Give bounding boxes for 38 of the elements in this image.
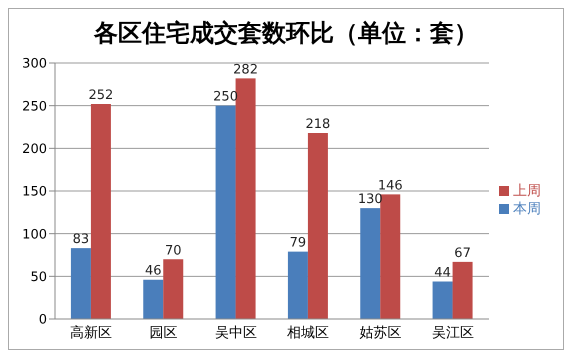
bar xyxy=(452,262,473,319)
bar xyxy=(288,252,308,319)
data-label: 67 xyxy=(454,246,471,261)
bar xyxy=(236,78,256,319)
data-label: 70 xyxy=(164,243,182,258)
y-tick-label: 250 xyxy=(22,99,47,114)
chart-title: 各区住宅成交套数环比（单位：套） xyxy=(92,17,479,49)
legend-label: 上周 xyxy=(513,183,541,199)
x-tick-label: 相城区 xyxy=(287,324,330,341)
data-label: 146 xyxy=(378,178,403,194)
bar xyxy=(380,194,400,319)
bar xyxy=(70,248,91,319)
bar xyxy=(308,132,328,319)
x-tick-label: 园区 xyxy=(150,324,178,341)
bar xyxy=(360,208,380,319)
bar xyxy=(143,280,164,319)
bar xyxy=(90,104,111,319)
bar xyxy=(163,259,184,319)
y-tick-label: 300 xyxy=(22,56,47,72)
x-tick-label: 吴中区 xyxy=(214,324,257,341)
y-tick-label: 100 xyxy=(22,227,47,242)
data-label: 83 xyxy=(72,232,90,248)
data-label: 46 xyxy=(144,264,162,279)
data-label: 282 xyxy=(233,62,258,78)
x-tick-label: 高新区 xyxy=(70,324,112,341)
x-tick-label: 姑苏区 xyxy=(360,324,402,341)
data-label: 44 xyxy=(434,265,451,280)
bar xyxy=(216,106,236,319)
y-tick-label: 150 xyxy=(22,184,47,200)
x-tick-label: 吴江区 xyxy=(432,324,474,341)
y-tick-label: 0 xyxy=(38,312,47,328)
y-tick-label: 50 xyxy=(30,270,47,285)
data-label: 79 xyxy=(290,236,306,251)
y-tick-label: 200 xyxy=(22,142,47,157)
data-label: 252 xyxy=(88,88,114,103)
data-label: 218 xyxy=(306,116,330,132)
legend-label: 本周 xyxy=(513,201,541,217)
bar xyxy=(432,281,453,319)
